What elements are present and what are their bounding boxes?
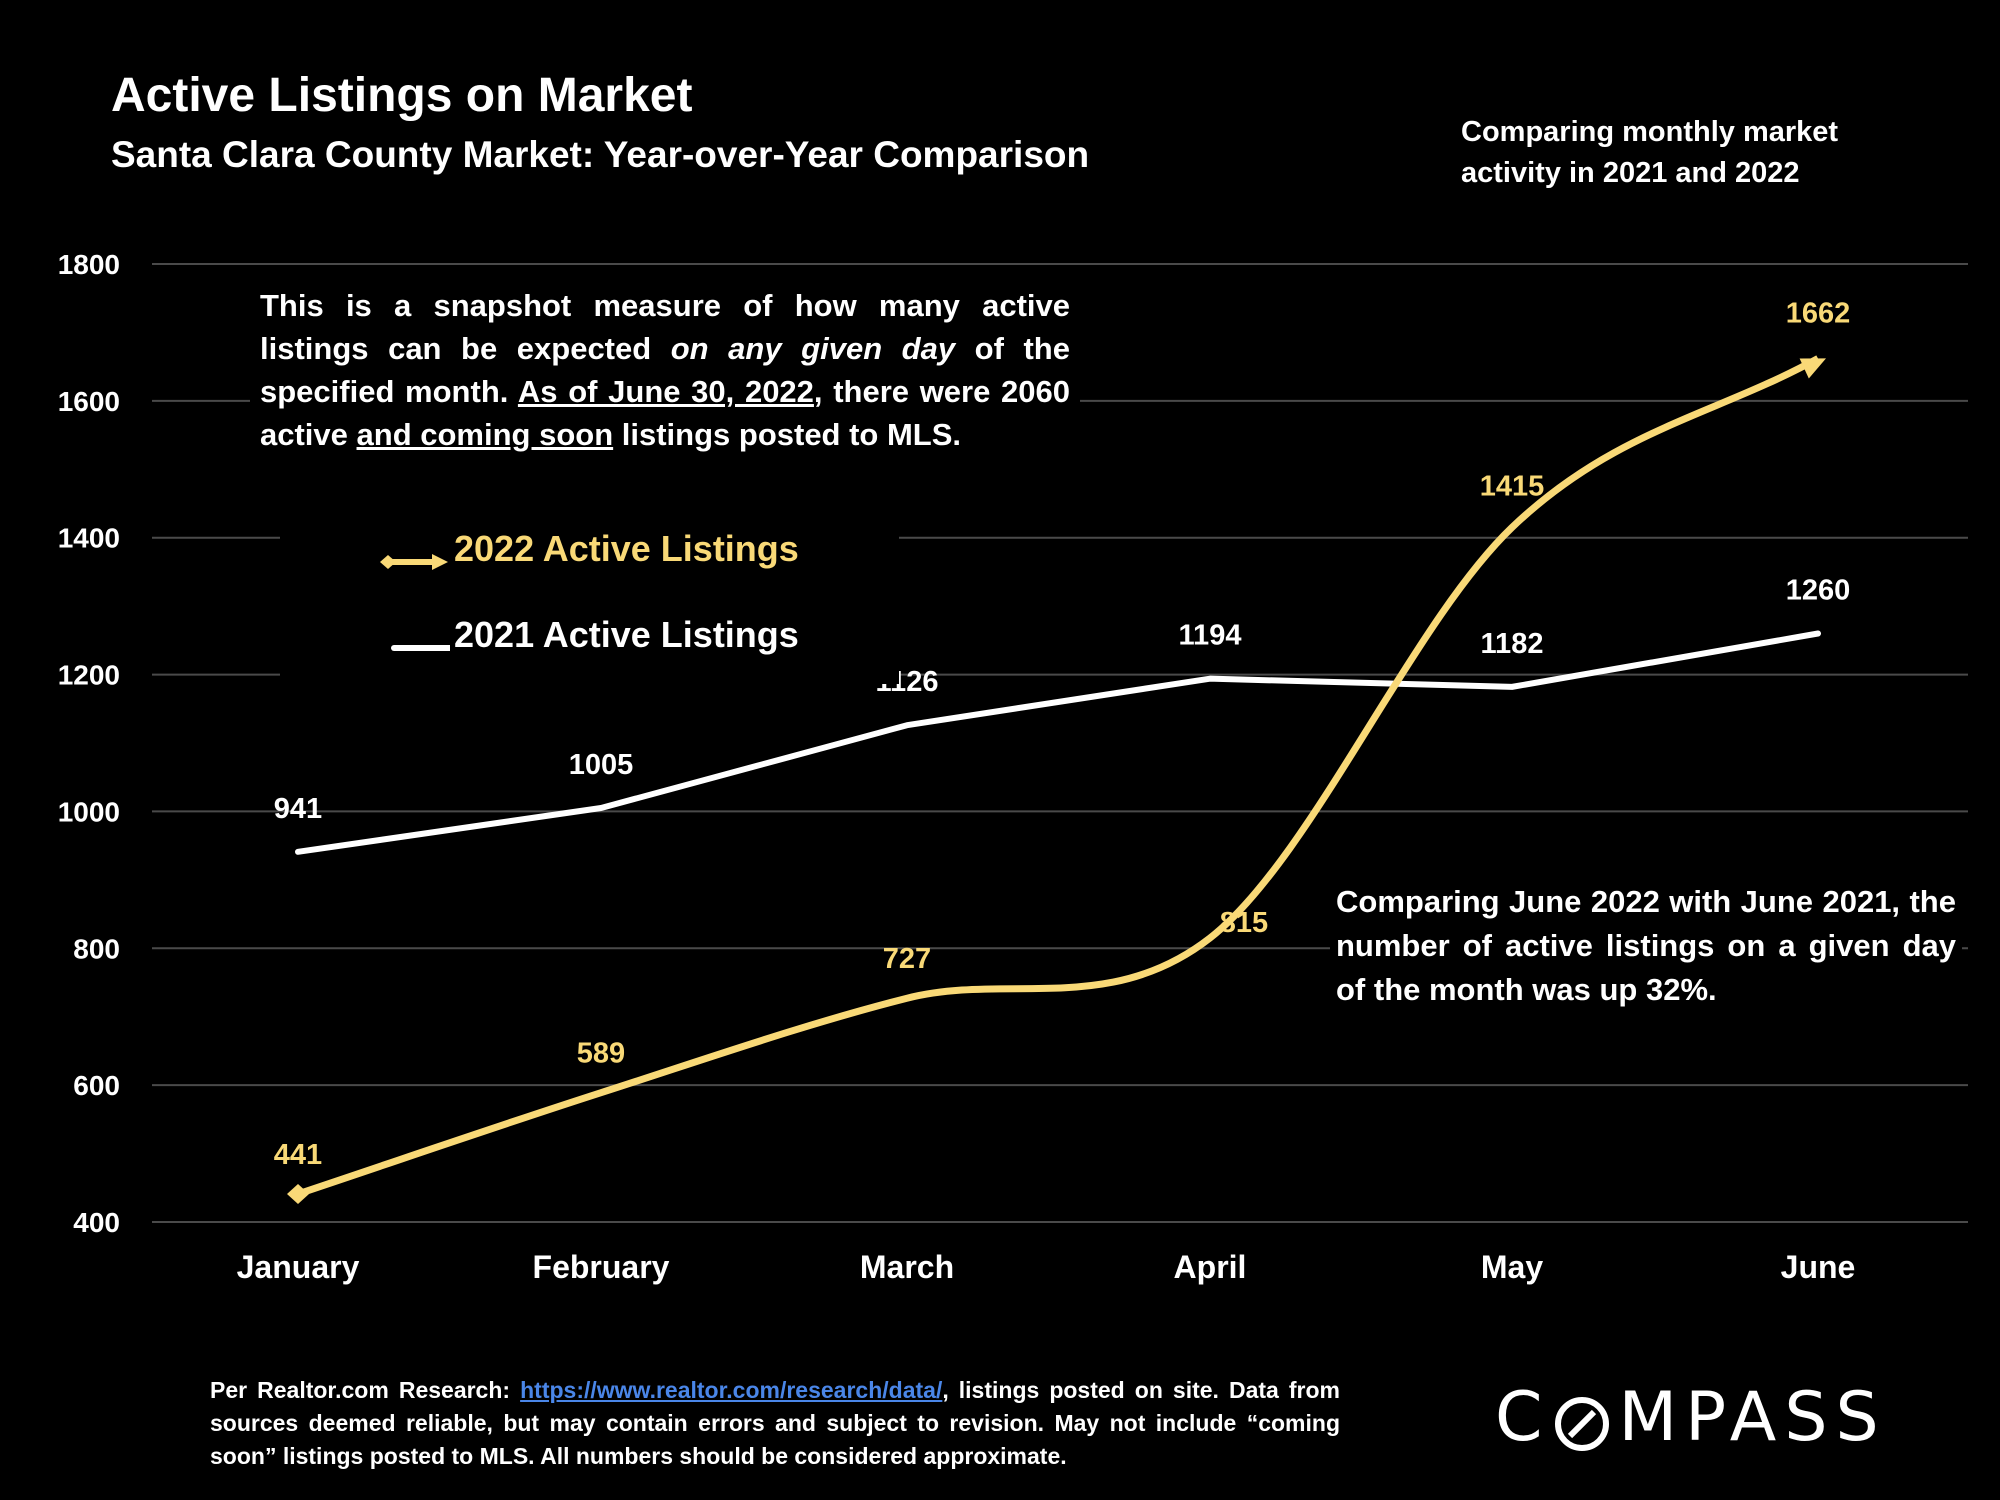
y-tick-label: 1000 <box>58 796 120 827</box>
series-line-2022 <box>296 355 1820 1198</box>
data-label-2021: 941 <box>274 793 322 825</box>
data-label-2022: 727 <box>883 943 931 975</box>
compass-o-icon <box>1554 1390 1610 1451</box>
x-tick-label: June <box>1781 1249 1856 1285</box>
series-line-2021 <box>295 630 1821 855</box>
x-tick-label: March <box>860 1249 954 1285</box>
y-tick-label: 1200 <box>58 660 120 691</box>
legend-swatch-2021 <box>380 625 453 651</box>
y-tick-label: 1800 <box>58 249 120 280</box>
x-tick-label: January <box>237 1249 360 1285</box>
footer-suffix: , listings posted on site. Data from sou… <box>210 1377 1340 1469</box>
data-label-2021: 1260 <box>1786 575 1851 607</box>
compass-logo: C MPASS <box>1495 1378 1887 1457</box>
legend-label-2021: 2021 Active Listings <box>454 614 799 655</box>
legend-item-2022: 2022 Active Listings <box>380 506 799 592</box>
data-label-2022: 1415 <box>1480 470 1545 502</box>
series-end-arrow-2022 <box>1799 358 1826 379</box>
x-tick-label: February <box>533 1249 670 1285</box>
legend-item-2021: 2021 Active Listings <box>380 592 799 678</box>
data-label-2022: 1662 <box>1786 297 1851 329</box>
legend-label-2022: 2022 Active Listings <box>454 528 799 569</box>
x-tick-label: May <box>1481 1249 1543 1285</box>
y-tick-label: 800 <box>73 933 120 964</box>
y-axis-ticks: 400 600 800 1000 1200 1400 1600 1800 <box>58 249 120 1238</box>
data-label-2022: 441 <box>274 1139 322 1171</box>
data-label-2021: 1194 <box>1179 620 1242 652</box>
source-link[interactable]: https://www.realtor.com/research/data/ <box>520 1377 943 1403</box>
chart-legend: 2022 Active Listings 2021 Active Listing… <box>280 500 899 684</box>
data-label-2021: 1005 <box>569 749 634 781</box>
series-layer <box>287 355 1826 1204</box>
source-footer: Per Realtor.com Research: https://www.re… <box>210 1374 1340 1473</box>
y-tick-label: 1600 <box>58 386 120 417</box>
data-label-2022: 815 <box>1220 907 1268 939</box>
snapshot-note: This is a snapshot measure of how many a… <box>250 284 1080 456</box>
chart-subtitle: Santa Clara County Market: Year-over-Yea… <box>111 134 1090 175</box>
y-tick-label: 600 <box>73 1070 120 1101</box>
x-tick-label: April <box>1174 1249 1247 1285</box>
footer-prefix: Per Realtor.com Research: <box>210 1377 521 1403</box>
y-tick-label: 1400 <box>58 523 120 554</box>
side-note: Comparing monthly market activity in 202… <box>1461 116 1839 189</box>
series-start-marker-2022 <box>287 1183 309 1204</box>
y-tick-label: 400 <box>73 1207 120 1238</box>
legend-swatch-2022 <box>380 539 450 570</box>
data-label-2021: 1182 <box>1481 628 1544 660</box>
chart-title: Active Listings on Market <box>111 69 693 122</box>
comparison-note: Comparing June 2022 with June 2021, the … <box>1330 880 1962 1012</box>
x-axis-ticks: January February March April May June <box>237 1249 1856 1285</box>
data-label-2022: 589 <box>577 1038 625 1070</box>
